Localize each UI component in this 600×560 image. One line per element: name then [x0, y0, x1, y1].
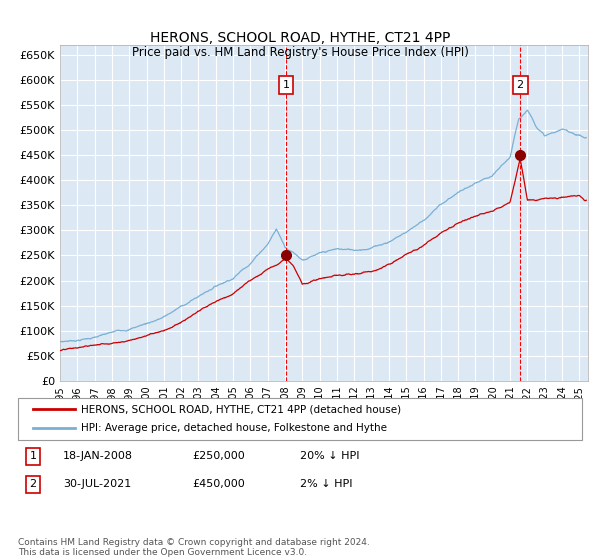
Text: Contains HM Land Registry data © Crown copyright and database right 2024.
This d: Contains HM Land Registry data © Crown c… [18, 538, 370, 557]
Text: 1: 1 [29, 451, 37, 461]
Text: HPI: Average price, detached house, Folkestone and Hythe: HPI: Average price, detached house, Folk… [81, 423, 387, 433]
Text: £250,000: £250,000 [192, 451, 245, 461]
Text: 18-JAN-2008: 18-JAN-2008 [63, 451, 133, 461]
Text: £450,000: £450,000 [192, 479, 245, 489]
Text: 2: 2 [29, 479, 37, 489]
Text: HERONS, SCHOOL ROAD, HYTHE, CT21 4PP: HERONS, SCHOOL ROAD, HYTHE, CT21 4PP [150, 31, 450, 45]
Text: 2: 2 [517, 80, 524, 90]
Text: Price paid vs. HM Land Registry's House Price Index (HPI): Price paid vs. HM Land Registry's House … [131, 46, 469, 59]
Text: 1: 1 [283, 80, 289, 90]
Text: HERONS, SCHOOL ROAD, HYTHE, CT21 4PP (detached house): HERONS, SCHOOL ROAD, HYTHE, CT21 4PP (de… [81, 404, 401, 414]
Text: 20% ↓ HPI: 20% ↓ HPI [300, 451, 359, 461]
Text: 2% ↓ HPI: 2% ↓ HPI [300, 479, 353, 489]
Text: 30-JUL-2021: 30-JUL-2021 [63, 479, 131, 489]
